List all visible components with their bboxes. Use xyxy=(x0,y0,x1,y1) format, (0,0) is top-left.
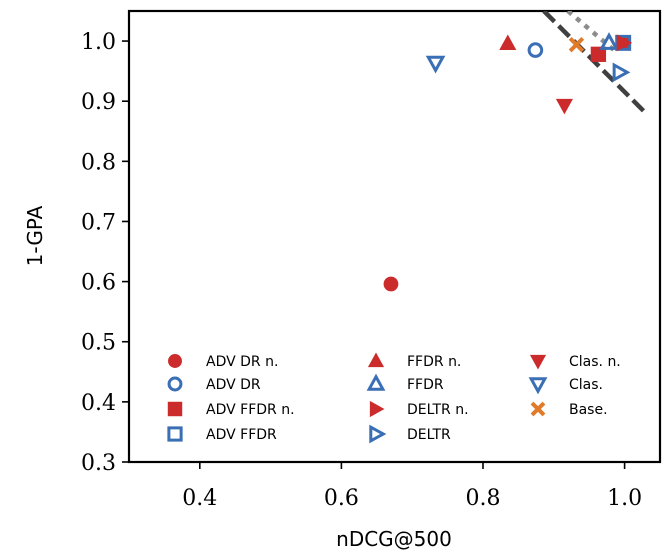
legend-label: Clas. xyxy=(569,377,603,393)
y-tick-label: 0.6 xyxy=(81,271,116,296)
legend-label: Base. xyxy=(569,402,608,418)
legend-marker xyxy=(366,373,386,391)
legend-label: FFDR n. xyxy=(407,354,461,370)
x-axis: 0.4 0.6 0.8 1.0 xyxy=(182,462,642,511)
legend-marker xyxy=(367,352,385,368)
legend-label: ADV DR xyxy=(206,377,261,393)
legend-marker xyxy=(167,426,183,442)
legend-marker xyxy=(167,376,183,392)
data-point xyxy=(612,62,631,83)
y-tick-label: 0.3 xyxy=(81,451,116,476)
legend-marker xyxy=(529,354,547,370)
y-tick-label: 1.0 xyxy=(81,30,116,55)
data-point xyxy=(599,32,619,50)
legend-marker xyxy=(369,424,387,444)
data-point xyxy=(590,46,607,62)
y-tick-label: 0.5 xyxy=(81,331,116,356)
legend-label: ADV FFDR xyxy=(206,427,277,443)
legend: ADV DR n. ADV DR ADV FFDR n. ADV FFDR FFDR n… xyxy=(167,352,621,444)
data-point xyxy=(555,98,573,115)
x-tick-label: 0.6 xyxy=(324,486,359,511)
y-tick-label: 0.9 xyxy=(81,90,116,115)
y-axis-title: 1-GPA xyxy=(23,205,47,266)
x-tick-label: 1.0 xyxy=(607,486,642,511)
legend-label: ADV FFDR n. xyxy=(206,402,295,418)
data-point xyxy=(425,55,446,74)
y-axis: 0.3 0.4 0.5 0.6 0.7 0.8 0.9 1.0 xyxy=(81,30,129,476)
legend-marker xyxy=(369,400,385,418)
data-point xyxy=(568,36,585,53)
legend-label: DELTR n. xyxy=(407,402,469,418)
legend-marker xyxy=(168,354,182,368)
x-tick-label: 0.8 xyxy=(466,486,501,511)
legend-marker xyxy=(528,377,548,395)
x-axis-title: nDCG@500 xyxy=(336,527,452,551)
plot-frame xyxy=(127,9,662,464)
legend-marker xyxy=(530,401,546,417)
y-tick-label: 0.8 xyxy=(81,150,116,175)
y-tick-label: 0.7 xyxy=(81,210,116,235)
data-point xyxy=(383,276,399,292)
data-point xyxy=(499,34,517,50)
data-point xyxy=(527,42,544,58)
legend-label: DELTR xyxy=(407,427,451,443)
reference-lines xyxy=(542,11,648,115)
legend-label: FFDR xyxy=(407,377,444,393)
y-tick-label: 0.4 xyxy=(81,391,116,416)
legend-label: ADV DR n. xyxy=(206,354,278,370)
x-tick-label: 0.4 xyxy=(182,486,217,511)
data-point xyxy=(616,34,633,52)
data-points xyxy=(383,32,633,292)
dashed-reference-line xyxy=(542,11,648,115)
legend-marker xyxy=(167,401,183,417)
legend-label: Clas. n. xyxy=(569,354,621,370)
